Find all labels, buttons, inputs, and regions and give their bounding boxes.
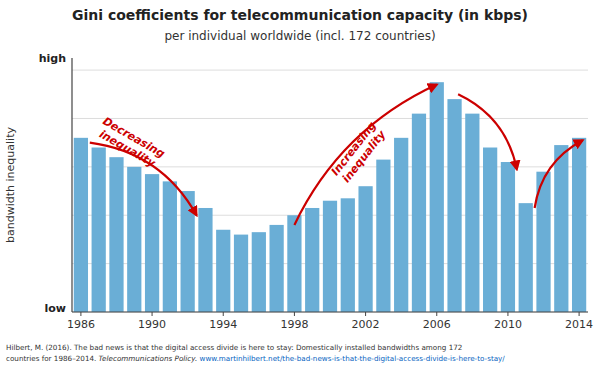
annotation-arrow [535, 140, 583, 208]
bar [109, 157, 123, 312]
bar [198, 208, 212, 312]
bar [74, 138, 88, 312]
x-tick-label: 1994 [209, 318, 237, 331]
x-tick-label: 2010 [494, 318, 522, 331]
bar [323, 201, 337, 312]
x-axis-line [72, 311, 588, 312]
source-part: Telecommunications Policy. [99, 354, 198, 363]
bar [430, 82, 444, 312]
x-tick [579, 312, 580, 316]
source-part: www.martinhilbert.net/the-bad-news-is-th… [197, 354, 505, 363]
bar [305, 208, 319, 312]
bar [92, 148, 106, 312]
chart: Gini coefficients for telecommunication … [0, 0, 600, 386]
bar [252, 232, 266, 312]
axis-end-label: low [45, 302, 67, 315]
grid-line [72, 70, 588, 71]
y-axis-line [71, 58, 72, 312]
bar [234, 235, 248, 312]
x-tick-label: 1986 [67, 318, 95, 331]
bar [358, 186, 372, 312]
x-tick [294, 312, 295, 316]
bar [287, 215, 301, 312]
source: countries for 1986–2014. Telecommunicati… [6, 354, 505, 363]
axis-end-label: high [39, 52, 66, 65]
bar [163, 181, 177, 312]
title: Gini coefficients for telecommunication … [72, 7, 528, 23]
x-tick-label: 1998 [280, 318, 308, 331]
subtitle: per individual worldwide (incl. 172 coun… [164, 29, 435, 43]
x-tick [80, 312, 81, 316]
x-tick [436, 312, 437, 316]
annotation: Increasinginequality [329, 119, 389, 186]
annotation: Decreasinginequality [94, 114, 167, 171]
annotation-arrow [458, 94, 517, 169]
bar [554, 145, 568, 312]
bar [572, 138, 586, 312]
bar [270, 225, 284, 312]
x-tick [223, 312, 224, 316]
bar [519, 203, 533, 312]
source-part: countries for 1986–2014. [6, 354, 99, 363]
x-tick-label: 2014 [565, 318, 593, 331]
x-tick [152, 312, 153, 316]
grid-line [72, 312, 588, 313]
bar [483, 148, 497, 312]
source-part: Hilbert, M. (2016). The bad news is that… [6, 343, 462, 352]
bar [376, 160, 390, 312]
x-tick-label: 2002 [352, 318, 380, 331]
x-tick [507, 312, 508, 316]
bar [501, 162, 515, 312]
source: Hilbert, M. (2016). The bad news is that… [6, 343, 462, 352]
bar [127, 167, 141, 312]
bar [394, 138, 408, 312]
bar [145, 174, 159, 312]
bar [447, 99, 461, 312]
x-tick-label: 2006 [423, 318, 451, 331]
x-tick-label: 1990 [138, 318, 166, 331]
y-axis-label: bandwidth inequality [4, 127, 17, 243]
grid-line [72, 118, 588, 119]
annotation-arrow [294, 85, 436, 225]
x-tick [365, 312, 366, 316]
bar [341, 198, 355, 312]
bar [412, 114, 426, 312]
bar [465, 114, 479, 312]
bars [74, 82, 586, 312]
bar [216, 230, 230, 312]
